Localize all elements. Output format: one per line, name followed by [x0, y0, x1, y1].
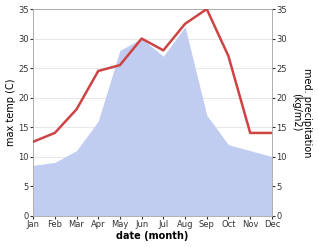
X-axis label: date (month): date (month)	[116, 231, 189, 242]
Y-axis label: med. precipitation
(kg/m2): med. precipitation (kg/m2)	[291, 67, 313, 157]
Y-axis label: max temp (C): max temp (C)	[5, 79, 16, 146]
